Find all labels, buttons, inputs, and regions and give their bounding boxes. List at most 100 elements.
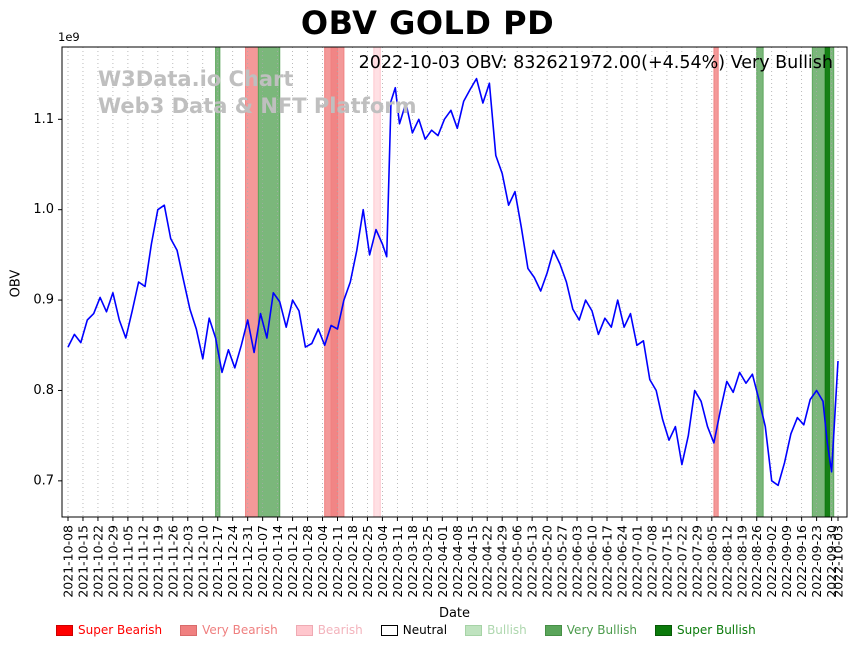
y-axis-offset-label: 1e9 bbox=[58, 30, 80, 44]
y-axis-ticks: 0.7 0.8 0.9 1.0 1.1 bbox=[33, 112, 62, 488]
y-axis-label: OBV bbox=[8, 269, 24, 298]
x-tick-label: 2022-05-27 bbox=[555, 525, 570, 598]
legend-swatch-neutral bbox=[380, 624, 398, 636]
signal-band-very-bullish bbox=[756, 47, 764, 517]
obv-line bbox=[67, 77, 839, 487]
x-tick-label: 2022-04-29 bbox=[495, 525, 510, 598]
signal-band-very-bullish bbox=[257, 47, 281, 517]
x-tick-label: 2021-10-29 bbox=[105, 525, 120, 598]
legend: Super Bearish Very Bearish Bearish Neutral B… bbox=[56, 623, 756, 637]
x-tick-label: 2022-08-26 bbox=[749, 525, 764, 598]
x-tick-label: 2022-05-20 bbox=[540, 525, 555, 598]
plot-frame bbox=[61, 46, 848, 518]
x-tick-label: 2022-06-24 bbox=[614, 525, 629, 598]
legend-swatch-bullish bbox=[465, 624, 483, 636]
legend-swatch-very-bearish bbox=[180, 624, 198, 636]
legend-swatch-bearish bbox=[295, 624, 313, 636]
legend-label-super-bullish: Super Bullish bbox=[677, 623, 756, 637]
x-tick-label: 2021-10-08 bbox=[61, 525, 76, 598]
x-axis-ticks: 2021-10-08 2021-10-15 2021-10-22 2021-10-29… bbox=[61, 517, 846, 598]
x-tick-label: 2021-11-05 bbox=[120, 525, 135, 598]
x-tick-label: 2021-12-17 bbox=[210, 525, 225, 598]
x-tick-label: 2022-02-04 bbox=[315, 525, 330, 598]
legend-label-bearish: Bearish bbox=[317, 623, 363, 637]
y-tick-label: 1.1 bbox=[33, 112, 54, 127]
x-tick-label: 2022-09-23 bbox=[809, 525, 824, 598]
x-tick-label: 2022-08-19 bbox=[734, 525, 749, 598]
y-tick-label: 1.0 bbox=[33, 202, 54, 217]
x-tick-label: 2022-03-11 bbox=[390, 525, 405, 598]
x-tick-label: 2022-10-03 bbox=[831, 525, 846, 598]
x-tick-label: 2022-07-08 bbox=[644, 525, 659, 598]
x-tick-label: 2022-04-15 bbox=[465, 525, 480, 598]
x-tick-label: 2022-04-08 bbox=[450, 525, 465, 598]
legend-label-very-bullish: Very Bullish bbox=[566, 623, 637, 637]
x-tick-label: 2022-01-28 bbox=[300, 525, 315, 598]
x-tick-label: 2022-08-12 bbox=[719, 525, 734, 598]
legend-item-super-bullish: Super Bullish bbox=[655, 623, 756, 637]
x-tick-label: 2022-03-25 bbox=[420, 525, 435, 598]
signal-band-very-bullish bbox=[811, 47, 835, 517]
legend-item-super-bearish: Super Bearish bbox=[56, 623, 162, 637]
signal-band-bearish bbox=[373, 47, 381, 517]
x-tick-label: 2022-09-16 bbox=[794, 525, 809, 598]
x-tick-label: 2022-07-29 bbox=[689, 525, 704, 598]
signal-band-very-bearish bbox=[330, 47, 339, 517]
legend-item-very-bullish: Very Bullish bbox=[544, 623, 637, 637]
signal-band-super-bullish bbox=[824, 47, 830, 517]
x-tick-label: 2021-12-03 bbox=[180, 525, 195, 598]
legend-item-bullish: Bullish bbox=[465, 623, 527, 637]
x-tick-label: 2022-07-22 bbox=[674, 525, 689, 598]
x-tick-label: 2021-12-24 bbox=[225, 525, 240, 598]
x-tick-label: 2022-07-15 bbox=[659, 525, 674, 598]
x-tick-label: 2022-02-25 bbox=[360, 525, 375, 598]
legend-label-super-bearish: Super Bearish bbox=[78, 623, 163, 637]
x-tick-label: 2022-01-14 bbox=[270, 525, 285, 598]
x-tick-label: 2022-05-06 bbox=[510, 525, 525, 598]
x-tick-label: 2022-02-11 bbox=[330, 525, 345, 598]
watermark: W3Data.io Chart Web3 Data & NFT Platform bbox=[98, 66, 417, 120]
x-tick-label: 2021-10-15 bbox=[75, 525, 90, 598]
x-tick-label: 2022-08-05 bbox=[704, 525, 719, 598]
x-tick-label: 2022-09-02 bbox=[764, 525, 779, 598]
chart-subtitle: 2022-10-03 OBV: 832621972.00(+4.54%) Ver… bbox=[358, 53, 833, 73]
chart-title: OBV GOLD PD bbox=[300, 4, 555, 42]
legend-swatch-super-bearish bbox=[56, 624, 73, 636]
x-tick-label: 2022-07-01 bbox=[629, 525, 644, 598]
signal-band-very-bullish bbox=[215, 47, 221, 517]
x-axis-label: Date bbox=[438, 606, 471, 621]
x-tick-label: 2021-12-31 bbox=[240, 525, 255, 598]
watermark-line2: Web3 Data & NFT Platform bbox=[98, 94, 417, 118]
x-tick-label: 2021-11-26 bbox=[165, 525, 180, 598]
x-tick-label: 2021-11-12 bbox=[135, 525, 150, 598]
y-tick-label: 0.7 bbox=[33, 473, 54, 488]
legend-label-bullish: Bullish bbox=[487, 623, 527, 637]
x-tick-label: 2022-09-09 bbox=[779, 525, 794, 598]
x-tick-label: 2022-09-30 bbox=[824, 525, 839, 598]
legend-item-bearish: Bearish bbox=[295, 623, 363, 637]
legend-swatch-very-bullish bbox=[544, 624, 562, 636]
legend-item-neutral: Neutral bbox=[380, 623, 448, 637]
x-tick-label: 2022-06-17 bbox=[600, 525, 615, 598]
x-tick-label: 2022-06-03 bbox=[570, 525, 585, 598]
x-tick-label: 2021-11-19 bbox=[150, 525, 165, 598]
x-tick-label: 2022-01-07 bbox=[255, 525, 270, 598]
legend-label-very-bearish: Very Bearish bbox=[202, 623, 278, 637]
x-tick-label: 2022-04-01 bbox=[435, 525, 450, 598]
x-tick-label: 2021-12-10 bbox=[195, 525, 210, 598]
legend-item-very-bearish: Very Bearish bbox=[180, 623, 278, 637]
x-tick-label: 2022-01-21 bbox=[285, 525, 300, 598]
signal-band-very-bearish bbox=[713, 47, 719, 517]
x-tick-label: 2022-05-13 bbox=[525, 525, 540, 598]
watermark-line1: W3Data.io Chart bbox=[98, 67, 294, 91]
x-tick-label: 2022-03-18 bbox=[405, 525, 420, 598]
x-tick-label: 2022-06-10 bbox=[585, 525, 600, 598]
x-tick-label: 2022-02-18 bbox=[345, 525, 360, 598]
x-tick-label: 2022-03-04 bbox=[375, 525, 390, 598]
legend-label-neutral: Neutral bbox=[402, 623, 448, 637]
y-tick-label: 0.9 bbox=[33, 293, 54, 308]
y-tick-label: 0.8 bbox=[33, 383, 54, 398]
x-tick-label: 2021-10-22 bbox=[90, 525, 105, 598]
signal-bands bbox=[215, 47, 835, 517]
